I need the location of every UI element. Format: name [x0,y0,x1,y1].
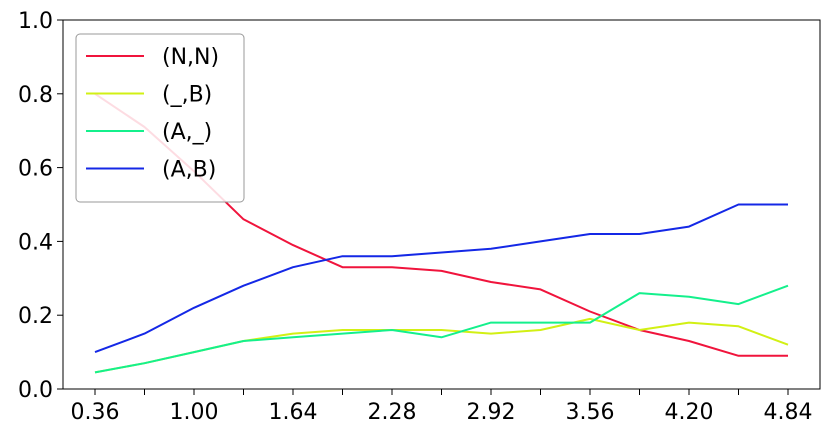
x-tick-label: 4.84 [764,400,813,425]
series-line-4 [94,203,788,354]
x-tick-label: 2.28 [368,400,417,425]
y-tick-label: 0.2 [18,304,53,329]
legend: (N,N) (_,B) (A,_) (A,B) [75,33,245,203]
x-tick-label: 2.92 [467,400,516,425]
legend-label: (A,_) [162,120,212,145]
x-tick-label: 1.00 [170,400,219,425]
series-line-2 [94,317,789,374]
legend-label: (A,B) [162,158,216,183]
x-tick-label: 1.64 [269,400,318,425]
y-tick-label: 1.0 [18,9,53,34]
y-tick-label: 0.8 [18,83,53,108]
x-tick-label: 4.20 [665,400,714,425]
legend-box [75,33,245,203]
x-tick-label: 0.36 [71,400,120,425]
x-tick-label: 3.56 [566,400,615,425]
legend-label: (N,N) [162,45,219,70]
series-line-3 [94,284,789,374]
y-tick-label: 0.0 [18,378,53,403]
legend-label: (_,B) [162,83,212,108]
axes: 0.36 1.00 1.64 2.28 2.92 3.56 4.20 4.84 0.0 0.2 0.… [18,9,812,425]
y-tick-label: 0.4 [18,230,53,255]
y-tick-label: 0.6 [18,157,53,182]
